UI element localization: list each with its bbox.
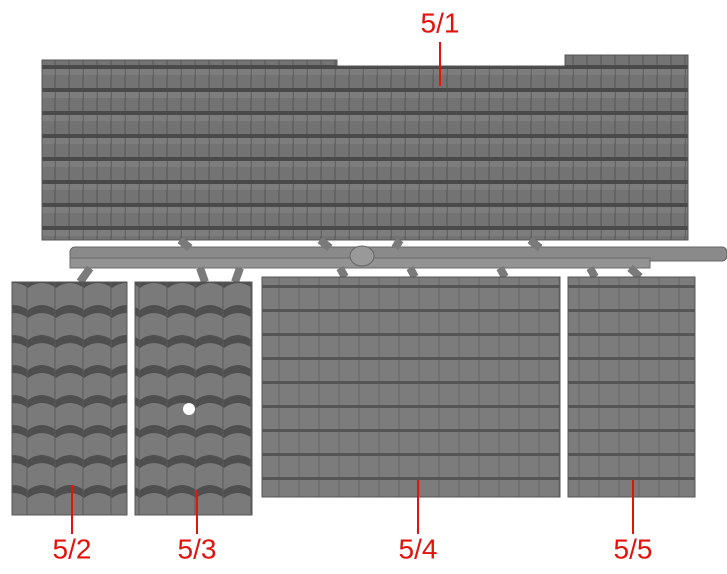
part-label: 5/2: [53, 533, 92, 564]
sprue-gates: [76, 236, 643, 285]
panel: [261, 276, 561, 498]
panel: [134, 281, 253, 516]
part-label: 5/3: [178, 533, 217, 564]
part-label: 5/1: [421, 7, 460, 38]
hole: [183, 403, 195, 415]
part-label: 5/5: [614, 533, 653, 564]
part-label: 5/4: [399, 533, 438, 564]
panel: [567, 276, 696, 498]
panel: [41, 54, 689, 241]
sprue-nub: [349, 245, 375, 267]
panel: [11, 281, 128, 516]
